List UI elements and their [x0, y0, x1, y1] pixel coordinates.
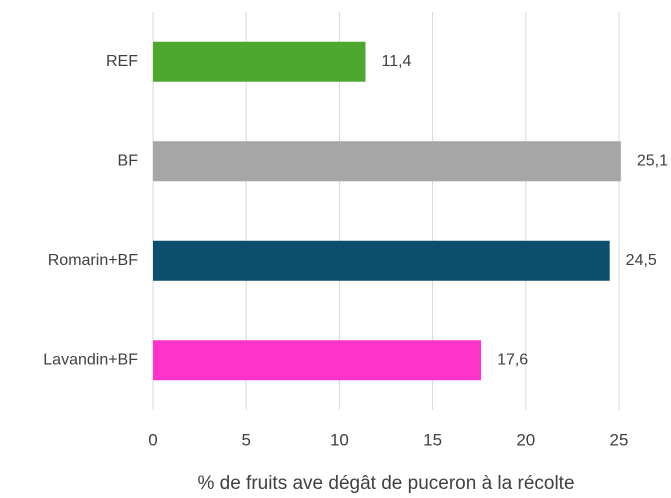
- y-tick-label: Romarin+BF: [48, 252, 138, 269]
- bar: [153, 141, 621, 182]
- bar: [153, 240, 610, 281]
- x-tick-label: 10: [330, 430, 349, 449]
- x-tick-label: 0: [148, 430, 157, 449]
- y-tick-label: REF: [106, 53, 138, 70]
- x-tick-label: 25: [610, 430, 629, 449]
- data-label: 17,6: [497, 351, 528, 368]
- y-tick-label: Lavandin+BF: [43, 351, 138, 368]
- bar: [153, 340, 482, 381]
- y-tick-label: BF: [118, 152, 139, 169]
- x-tick-label: 15: [423, 430, 442, 449]
- x-axis-label: % de fruits ave dégât de puceron à la ré…: [197, 473, 574, 494]
- x-tick-label: 5: [241, 430, 250, 449]
- bar: [153, 41, 366, 82]
- data-label: 24,5: [626, 252, 657, 269]
- data-label: 25,1: [637, 152, 668, 169]
- x-tick-label: 20: [516, 430, 535, 449]
- data-label: 11,4: [381, 53, 411, 70]
